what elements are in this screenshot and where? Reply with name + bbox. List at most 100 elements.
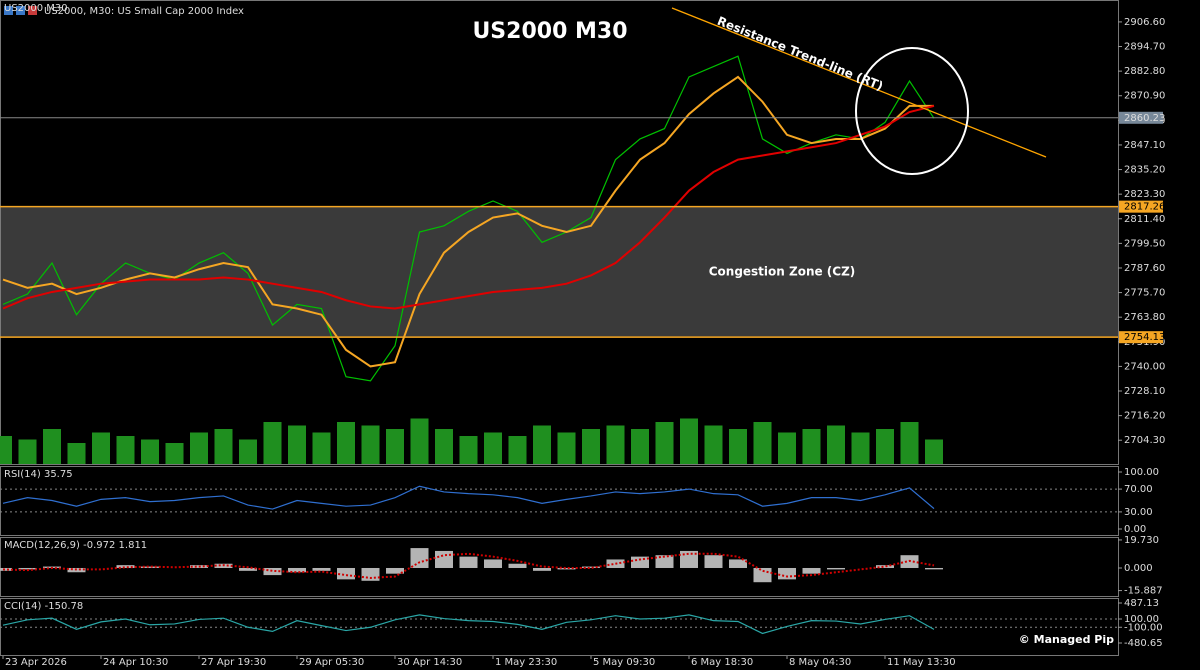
histogram-bar [704, 555, 723, 568]
histogram-bar [263, 567, 282, 576]
timeframe-icon [16, 6, 25, 15]
volume-bar [288, 425, 306, 464]
y-tick-label: 30.00 [1124, 507, 1153, 518]
histogram-bar [410, 548, 429, 568]
y-tick-label: -480.65 [1124, 638, 1163, 649]
x-tick-label: 1 May 23:30 [495, 657, 557, 668]
histogram-bar [802, 567, 821, 574]
zone-label-box [1119, 200, 1163, 213]
histogram-bar [435, 550, 453, 568]
volume-bar [116, 436, 135, 464]
x-tick-label: 23 Apr 2026 [5, 657, 67, 668]
y-tick-label: 2823.30 [1124, 189, 1165, 200]
panel-title: CCI(14) -150.78 [4, 601, 83, 612]
histogram-bar [141, 566, 159, 568]
volume-bar [851, 432, 870, 464]
volume-bar [435, 429, 453, 464]
y-tick-label: -15.887 [1124, 586, 1163, 597]
histogram-bar [0, 567, 12, 571]
volume-bar [239, 439, 257, 464]
congestion-zone [0, 206, 1118, 338]
volume-bar [876, 429, 894, 464]
chart-header: US2000, M30: US Small Cap 2000 Index [44, 6, 244, 17]
panel-title: RSI(14) 35.75 [4, 469, 73, 480]
histogram-bar [386, 567, 404, 574]
y-tick-label: 2704.30 [1124, 435, 1165, 446]
y-tick-label: 2882.80 [1124, 66, 1165, 77]
volume-bar [631, 429, 649, 464]
volume-bar [900, 422, 919, 464]
histogram-bar [312, 567, 331, 571]
histogram-bar [337, 567, 355, 580]
volume-bar [557, 432, 576, 464]
x-tick-label: 5 May 09:30 [593, 657, 655, 668]
histogram-bar [876, 565, 894, 568]
panel-frame [0, 0, 1119, 465]
volume-bar [43, 429, 61, 464]
y-tick-label: 2906.60 [1124, 17, 1165, 28]
volume-bar [214, 429, 233, 464]
volume-bar [337, 422, 355, 464]
y-tick-label: 2763.80 [1124, 312, 1165, 323]
histogram-bar [533, 567, 551, 571]
panel-frame [0, 466, 1119, 536]
y-tick-label: 2870.90 [1124, 91, 1165, 102]
y-tick-label: 2728.10 [1124, 386, 1165, 397]
volume-bar [655, 422, 674, 464]
watermark-bg [1048, 631, 1118, 649]
histogram-bar [753, 567, 772, 583]
y-tick-label: 0.000 [1124, 563, 1153, 574]
volume-bar [533, 425, 551, 464]
volume-bar [729, 429, 747, 464]
volume-bar [606, 425, 625, 464]
volume-bar [386, 429, 404, 464]
y-tick-label: 487.13 [1124, 598, 1159, 609]
histogram-bar [116, 565, 135, 568]
ma-line [2, 104, 935, 310]
x-tick-label: 8 May 04:30 [789, 657, 851, 668]
volume-bar [410, 418, 429, 464]
y-tick-label: 2811.40 [1124, 214, 1165, 225]
symbol-icon [4, 6, 13, 15]
volume-bar [827, 425, 845, 464]
panel-title: MACD(12,26,9) -0.972 1.811 [4, 540, 147, 551]
histogram-bar [18, 567, 37, 570]
zone-label: 2817.26 [1124, 202, 1165, 213]
y-tick-label: 2716.20 [1124, 411, 1165, 422]
y-tick-label: 100.00 [1124, 467, 1159, 478]
zone-label: 2754.13 [1124, 332, 1165, 343]
volume-bar [778, 432, 796, 464]
volume-bar [67, 443, 86, 464]
y-tick-label: 2847.10 [1124, 140, 1165, 151]
y-tick-label: 0.00 [1124, 524, 1146, 535]
plot: US2000 M30 2906.60 2894.70 2882.80 2870.90 28… [0, 0, 1165, 668]
volume-bar [190, 432, 208, 464]
histogram-bar [729, 559, 747, 568]
histogram-bar [239, 567, 257, 571]
x-tick-label: 30 Apr 14:30 [397, 657, 462, 668]
x-tick-label: 29 Apr 05:30 [299, 657, 364, 668]
volume-bar [459, 436, 478, 464]
volume-bar [141, 439, 159, 464]
volume-bar [802, 429, 821, 464]
histogram-bar [459, 556, 478, 568]
y-tick-label: 2799.50 [1124, 238, 1165, 249]
price-line [2, 485, 935, 510]
histogram-bar [582, 566, 600, 568]
volume-bar [704, 425, 723, 464]
histogram-bar [827, 567, 845, 570]
zone-label-box [1119, 331, 1163, 344]
current-price-label: 2860.23 [1124, 113, 1165, 124]
indicator-icon [28, 6, 37, 15]
histogram-bar [288, 567, 306, 573]
panel-title: US2000 M30 [4, 3, 68, 14]
x-tick-label: 11 May 13:30 [887, 657, 956, 668]
x-tick-label: 27 Apr 19:30 [201, 657, 266, 668]
volume-bar [312, 432, 331, 464]
volume-bar [508, 436, 527, 464]
y-tick-label: 2740.00 [1124, 361, 1165, 372]
zone-annotation: Congestion Zone (CZ) [709, 265, 856, 279]
